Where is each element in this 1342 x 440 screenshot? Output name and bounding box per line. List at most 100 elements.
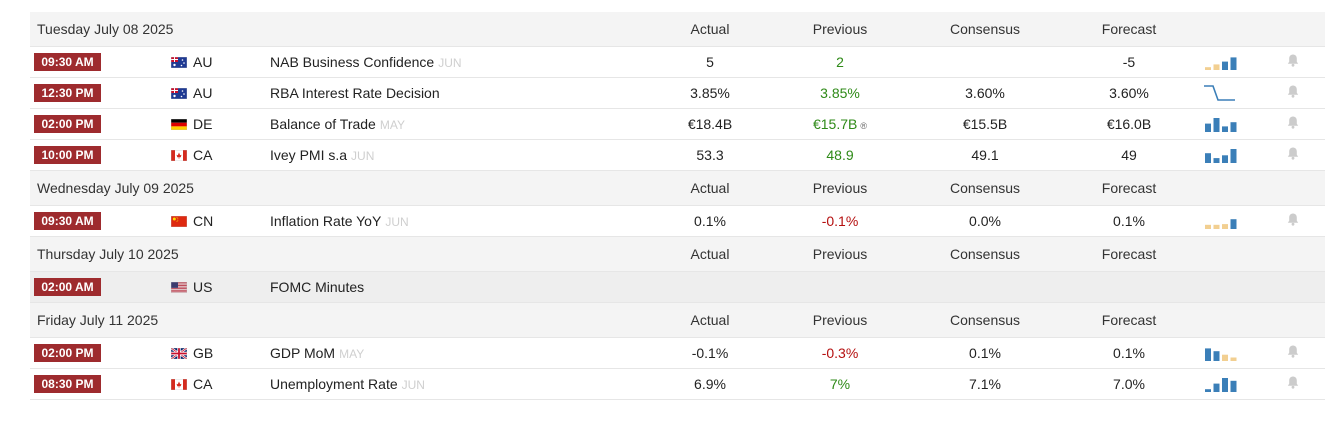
event-name-cell[interactable]: Inflation Rate YoY JUN: [270, 213, 409, 229]
previous-cell: 2: [785, 54, 895, 70]
day-date: Friday July 11 2025: [37, 312, 159, 328]
event-name[interactable]: FOMC Minutes: [270, 279, 365, 295]
sparkline-bar: [1222, 354, 1228, 361]
previous-value: €15.7B: [812, 116, 858, 132]
previous-cell: 3.85%: [785, 85, 895, 101]
sparkline-bar: [1222, 155, 1228, 163]
country-code[interactable]: CN: [193, 213, 214, 229]
previous-cell: 48.9: [785, 147, 895, 163]
forecast-value: 3.60%: [1109, 85, 1149, 101]
reference-period: JUN: [385, 215, 409, 229]
sparkline-bar: [1205, 224, 1211, 229]
day-date: Thursday July 10 2025: [37, 246, 179, 262]
time-badge: 02:00 PM: [34, 115, 101, 133]
history-sparkline[interactable]: [1203, 115, 1237, 133]
time-badge: 09:30 AM: [34, 212, 101, 230]
sparkline-bar: [1213, 351, 1220, 361]
country-code[interactable]: CA: [193, 147, 213, 163]
event-row[interactable]: 02:00 PM GB GDP MoM MAY -0.1% -0.3% 0.1% 0.1%: [30, 338, 1325, 369]
column-header-consensus: Consensus: [949, 21, 1021, 37]
consensus-value: 7.1%: [969, 376, 1001, 392]
country-code[interactable]: AU: [193, 54, 213, 70]
forecast-value: -5: [1122, 54, 1136, 70]
sparkline-step: [1204, 85, 1235, 101]
previous-cell: -0.3%: [785, 345, 895, 361]
bell-icon[interactable]: [1286, 84, 1300, 99]
column-header-forecast: Forecast: [1101, 312, 1157, 328]
previous-value: 48.9: [826, 147, 854, 163]
time-badge: 09:30 AM: [34, 53, 101, 71]
day-header-row: Thursday July 10 2025 Actual Previous Conse…: [30, 237, 1325, 272]
event-name[interactable]: Balance of Trade: [270, 116, 376, 132]
event-row[interactable]: 09:30 AM AU NAB Business Confidence JUN 5 2 -5: [30, 47, 1325, 78]
gb-flag-icon: [171, 348, 187, 359]
actual-value: 5: [706, 54, 714, 70]
column-header-previous: Previous: [812, 312, 868, 328]
event-row[interactable]: 02:00 AM US FOMC Minutes: [30, 272, 1325, 303]
history-sparkline[interactable]: [1203, 212, 1237, 230]
reference-period: JUN: [401, 378, 425, 392]
sparkline-bar: [1222, 61, 1228, 70]
day-header-row: Wednesday July 09 2025 Actual Previous Cons…: [30, 171, 1325, 206]
bell-icon[interactable]: [1286, 212, 1300, 227]
history-sparkline[interactable]: [1203, 84, 1237, 102]
forecast-value: 7.0%: [1113, 376, 1145, 392]
sparkline-bar: [1230, 380, 1237, 392]
event-row[interactable]: 10:00 PM CA Ivey PMI s.a JUN 53.3 48.9 49.1 49: [30, 140, 1325, 171]
column-header-actual: Actual: [690, 246, 730, 262]
event-name[interactable]: Unemployment Rate: [270, 376, 398, 392]
event-row[interactable]: 02:00 PM DE Balance of Trade MAY €18.4B €15.7…: [30, 109, 1325, 140]
sparkline-bar: [1205, 389, 1211, 392]
actual-value: €18.4B: [687, 116, 733, 132]
previous-value: 3.85%: [820, 85, 860, 101]
actual-value: 3.85%: [690, 85, 730, 101]
column-header-forecast: Forecast: [1101, 180, 1157, 196]
column-header-previous: Previous: [812, 21, 868, 37]
sparkline-bar: [1213, 383, 1220, 392]
history-sparkline[interactable]: [1203, 375, 1237, 393]
us-flag-icon: [171, 282, 187, 293]
previous-cell: -0.1%: [785, 213, 895, 229]
forecast-value: 49: [1121, 147, 1137, 163]
event-name-cell[interactable]: NAB Business Confidence JUN: [270, 54, 462, 70]
actual-value: -0.1%: [691, 345, 729, 361]
sparkline-bar: [1213, 158, 1220, 163]
day-date: Tuesday July 08 2025: [37, 21, 174, 37]
history-sparkline[interactable]: [1203, 146, 1237, 164]
event-name[interactable]: Ivey PMI s.a: [270, 147, 348, 163]
bell-icon[interactable]: [1286, 375, 1300, 390]
previous-cell: €15.7B ®: [785, 116, 895, 132]
country-code[interactable]: CA: [193, 376, 213, 392]
history-sparkline[interactable]: [1203, 53, 1237, 71]
country-code[interactable]: US: [193, 279, 213, 295]
event-name-cell[interactable]: GDP MoM MAY: [270, 345, 364, 361]
actual-value: 53.3: [696, 147, 724, 163]
bell-icon[interactable]: [1286, 53, 1300, 68]
sparkline-bar: [1222, 126, 1228, 132]
event-name[interactable]: RBA Interest Rate Decision: [270, 85, 440, 101]
column-header-previous: Previous: [812, 180, 868, 196]
country-code[interactable]: GB: [193, 345, 214, 361]
event-name-cell[interactable]: Ivey PMI s.a JUN: [270, 147, 374, 163]
history-sparkline[interactable]: [1203, 344, 1237, 362]
au-flag-icon: [171, 57, 187, 68]
sparkline-bar: [1230, 149, 1237, 163]
event-name-cell[interactable]: Unemployment Rate JUN: [270, 376, 425, 392]
sparkline-bar: [1205, 153, 1211, 163]
country-code[interactable]: AU: [193, 85, 213, 101]
event-name[interactable]: NAB Business Confidence: [270, 54, 435, 70]
bell-icon[interactable]: [1286, 146, 1300, 161]
bell-icon[interactable]: [1286, 115, 1300, 130]
event-row[interactable]: 09:30 AM CN Inflation Rate YoY JUN 0.1% -0.1%…: [30, 206, 1325, 237]
event-name[interactable]: GDP MoM: [270, 345, 336, 361]
time-badge: 08:30 PM: [34, 375, 101, 393]
event-name-cell[interactable]: RBA Interest Rate Decision: [270, 85, 440, 101]
event-name-cell[interactable]: Balance of Trade MAY: [270, 116, 405, 132]
bell-icon[interactable]: [1286, 344, 1300, 359]
event-row[interactable]: 12:30 PM AU RBA Interest Rate Decision 3.85…: [30, 78, 1325, 109]
country-code[interactable]: DE: [193, 116, 213, 132]
event-name[interactable]: Inflation Rate YoY: [270, 213, 382, 229]
event-name-cell[interactable]: FOMC Minutes: [270, 279, 364, 295]
au-flag-icon: [171, 88, 187, 99]
event-row[interactable]: 08:30 PM CA Unemployment Rate JUN 6.9% 7% 7.1%…: [30, 369, 1325, 400]
